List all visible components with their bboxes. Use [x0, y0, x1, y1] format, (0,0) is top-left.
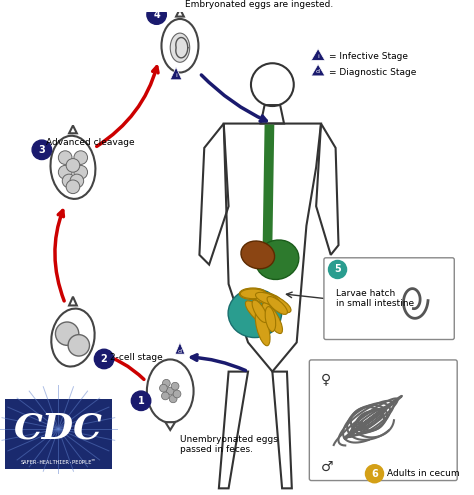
Circle shape: [62, 174, 76, 188]
Text: Adults in cecum: Adults in cecum: [387, 469, 460, 478]
Circle shape: [171, 382, 179, 390]
Circle shape: [58, 151, 72, 164]
Polygon shape: [69, 297, 77, 305]
Text: 2: 2: [100, 354, 108, 364]
FancyBboxPatch shape: [310, 360, 457, 481]
Polygon shape: [311, 49, 325, 60]
Ellipse shape: [239, 288, 266, 299]
Polygon shape: [176, 9, 184, 16]
Circle shape: [169, 395, 177, 403]
Circle shape: [32, 140, 52, 159]
Circle shape: [68, 335, 90, 356]
Circle shape: [66, 158, 80, 172]
Circle shape: [328, 260, 347, 279]
Circle shape: [131, 391, 151, 410]
Circle shape: [163, 379, 170, 387]
Ellipse shape: [265, 306, 276, 332]
Circle shape: [94, 349, 114, 369]
Polygon shape: [175, 343, 185, 354]
Circle shape: [74, 165, 88, 179]
FancyBboxPatch shape: [5, 399, 112, 469]
Ellipse shape: [170, 33, 190, 62]
Polygon shape: [165, 422, 175, 430]
Text: 4: 4: [153, 9, 160, 20]
Text: = Diagnostic Stage: = Diagnostic Stage: [329, 67, 416, 77]
Ellipse shape: [255, 240, 299, 280]
Text: Unembryonated eggs
passed in feces.: Unembryonated eggs passed in feces.: [180, 435, 278, 454]
Ellipse shape: [51, 308, 95, 366]
Text: Larvae hatch
in small intestine: Larvae hatch in small intestine: [336, 289, 414, 308]
Text: = Infective Stage: = Infective Stage: [329, 52, 408, 61]
Polygon shape: [263, 125, 274, 245]
Ellipse shape: [162, 19, 199, 72]
Text: Embryonated eggs are ingested.: Embryonated eggs are ingested.: [185, 0, 333, 9]
Text: i: i: [317, 54, 319, 59]
Text: 5: 5: [334, 264, 341, 274]
Polygon shape: [170, 67, 182, 80]
Text: 3: 3: [38, 145, 45, 155]
Polygon shape: [69, 126, 77, 133]
Text: i: i: [175, 73, 177, 78]
Text: ♀: ♀: [321, 372, 331, 387]
Circle shape: [147, 5, 166, 24]
Ellipse shape: [240, 289, 265, 298]
Ellipse shape: [51, 136, 95, 199]
Ellipse shape: [267, 297, 287, 314]
FancyBboxPatch shape: [324, 258, 454, 340]
Ellipse shape: [246, 301, 270, 326]
Circle shape: [66, 180, 80, 194]
Polygon shape: [311, 64, 325, 76]
Text: 1: 1: [137, 396, 145, 406]
Text: 2-cell stage: 2-cell stage: [110, 352, 163, 361]
Ellipse shape: [241, 241, 274, 269]
Ellipse shape: [262, 302, 283, 334]
Ellipse shape: [253, 292, 282, 305]
Circle shape: [74, 151, 88, 164]
Ellipse shape: [255, 310, 270, 346]
Circle shape: [166, 387, 174, 395]
Ellipse shape: [264, 294, 291, 313]
Text: SAFER·HEALTHIER·PEOPLE™: SAFER·HEALTHIER·PEOPLE™: [21, 459, 96, 465]
Text: CDC: CDC: [14, 412, 103, 446]
Circle shape: [70, 174, 83, 188]
Circle shape: [162, 392, 169, 400]
Ellipse shape: [255, 293, 280, 305]
Circle shape: [160, 384, 167, 392]
Ellipse shape: [147, 359, 193, 423]
Circle shape: [365, 464, 384, 484]
Text: d: d: [178, 348, 182, 354]
Circle shape: [173, 390, 181, 398]
Text: d: d: [316, 68, 320, 74]
Ellipse shape: [252, 300, 267, 323]
Ellipse shape: [228, 289, 282, 338]
Text: ♂: ♂: [321, 460, 334, 474]
Circle shape: [55, 322, 79, 346]
Text: 6: 6: [371, 469, 378, 479]
Circle shape: [58, 165, 72, 179]
Text: Advanced cleavage: Advanced cleavage: [46, 138, 134, 147]
